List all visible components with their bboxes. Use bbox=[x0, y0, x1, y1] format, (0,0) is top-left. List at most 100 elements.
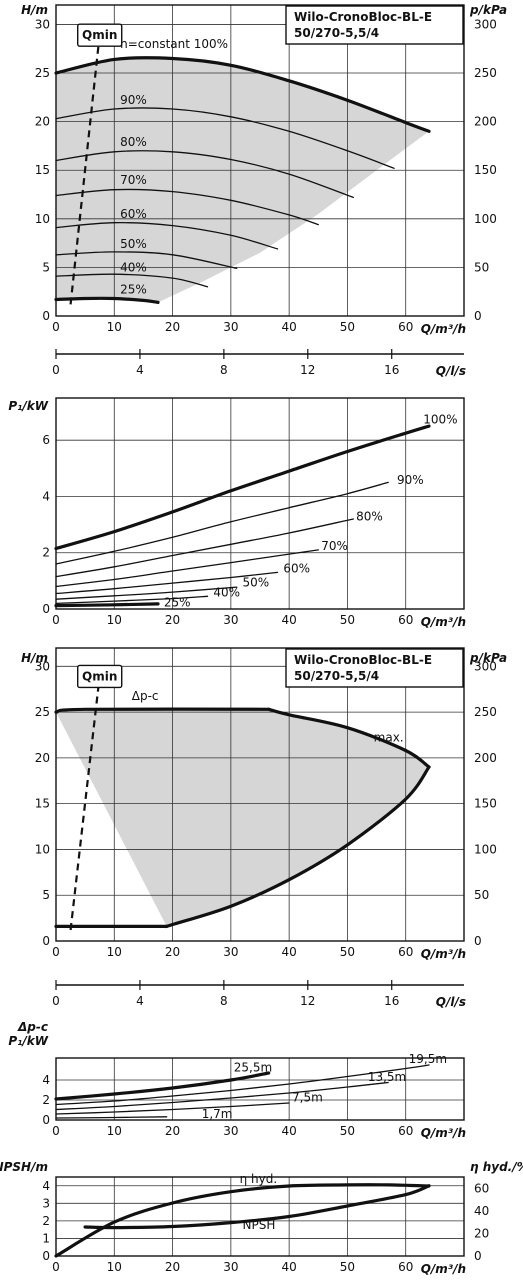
x-axis-label: Q/m³/h bbox=[421, 1126, 466, 1140]
series-label: η hyd. bbox=[240, 1172, 278, 1186]
x-tick-label: 60 bbox=[398, 613, 413, 627]
series-label: 19,5m bbox=[409, 1052, 447, 1066]
y-axis-label: NPSH/m bbox=[0, 1160, 48, 1174]
series-line bbox=[55, 549, 319, 588]
series-line bbox=[83, 1184, 431, 1230]
x-tick-label: 50 bbox=[340, 1260, 355, 1274]
secondary-x-tick-label: 4 bbox=[136, 994, 144, 1008]
qmin-label: Qmin bbox=[82, 669, 117, 683]
x-tick-label: 50 bbox=[340, 320, 355, 334]
series-label: 70% bbox=[120, 173, 147, 187]
y-axis-label: P₁/kW bbox=[8, 399, 48, 413]
secondary-x-tick-label: 16 bbox=[384, 994, 399, 1008]
series-line bbox=[54, 56, 431, 133]
series-label: n=constant 100% bbox=[120, 37, 228, 51]
y-tick-label: 0 bbox=[42, 1249, 50, 1263]
y-tick-label: 5 bbox=[42, 260, 50, 274]
y-right-axis-label: p/kPa bbox=[469, 3, 507, 17]
y-right-tick-label: 0 bbox=[474, 309, 482, 323]
secondary-x-tick-label: 16 bbox=[384, 363, 399, 377]
series-line bbox=[55, 1116, 168, 1119]
x-tick-label: 10 bbox=[107, 320, 122, 334]
x-tick-label: 30 bbox=[223, 1260, 238, 1274]
x-tick-label: 50 bbox=[340, 945, 355, 959]
x-tick-label: 40 bbox=[282, 1124, 297, 1138]
series-line bbox=[54, 602, 160, 608]
y-tick-label: 6 bbox=[42, 433, 50, 447]
y-tick-label: 5 bbox=[42, 888, 50, 902]
x-tick-label: 10 bbox=[107, 945, 122, 959]
series-line bbox=[267, 707, 431, 769]
plot-frame bbox=[55, 1057, 465, 1121]
secondary-x-tick-label: 0 bbox=[52, 363, 60, 377]
x-tick-label: 10 bbox=[107, 1260, 122, 1274]
y-right-tick-label: 150 bbox=[474, 163, 497, 177]
secondary-x-tick-label: 0 bbox=[52, 994, 60, 1008]
x-tick-label: 40 bbox=[282, 1260, 297, 1274]
y-tick-label: 1 bbox=[42, 1231, 50, 1245]
x-tick-label: 60 bbox=[398, 1124, 413, 1138]
plot-frame bbox=[55, 647, 465, 942]
x-axis-label: Q/m³/h bbox=[421, 947, 466, 961]
series-label: 40% bbox=[120, 260, 147, 274]
x-tick-label: 30 bbox=[223, 1124, 238, 1138]
y-tick-label: 3 bbox=[42, 1196, 50, 1210]
y-axis-label: H/m bbox=[21, 3, 48, 17]
y-right-tick-label: 60 bbox=[474, 1181, 489, 1195]
secondary-x-axis-label: Q/l/s bbox=[436, 364, 466, 378]
series-label: 70% bbox=[321, 539, 348, 553]
title-box bbox=[285, 5, 464, 45]
x-tick-label: 0 bbox=[52, 613, 60, 627]
x-tick-label: 0 bbox=[52, 1260, 60, 1274]
y-tick-label: 20 bbox=[35, 751, 50, 765]
series-line bbox=[55, 107, 395, 169]
x-tick-label: 40 bbox=[282, 613, 297, 627]
y-right-tick-label: 300 bbox=[474, 17, 497, 31]
series-line bbox=[55, 222, 279, 250]
y-right-tick-label: 50 bbox=[474, 260, 489, 274]
x-tick-label: 30 bbox=[223, 320, 238, 334]
series-label: 80% bbox=[356, 509, 383, 523]
series-label: 50% bbox=[120, 237, 147, 251]
y-axis-label: Δp-c bbox=[17, 1020, 48, 1034]
series-line bbox=[55, 571, 279, 595]
x-tick-label: 0 bbox=[52, 1124, 60, 1138]
y-tick-label: 25 bbox=[35, 705, 50, 719]
x-tick-label: 40 bbox=[282, 945, 297, 959]
x-tick-label: 20 bbox=[165, 945, 180, 959]
qmin-box bbox=[77, 664, 123, 689]
series-line bbox=[54, 1071, 271, 1101]
title-box bbox=[285, 648, 464, 688]
series-label: 7,5m bbox=[292, 1091, 323, 1105]
series-label: 1,7m bbox=[202, 1107, 233, 1121]
y-right-tick-label: 100 bbox=[474, 212, 497, 226]
chart-title: Wilo-CronoBloc-BL-E bbox=[294, 653, 432, 667]
x-axis-label: Q/m³/h bbox=[421, 1262, 466, 1276]
y-tick-label: 2 bbox=[42, 1214, 50, 1228]
chart-title: 50/270-5,5/4 bbox=[294, 669, 379, 683]
secondary-x-tick-label: 12 bbox=[300, 994, 315, 1008]
qmin-line bbox=[69, 34, 101, 305]
y-tick-label: 0 bbox=[42, 309, 50, 323]
series-label: 60% bbox=[283, 561, 310, 575]
series-line bbox=[55, 595, 209, 605]
x-tick-label: 0 bbox=[52, 945, 60, 959]
x-tick-label: 30 bbox=[223, 945, 238, 959]
series-label: 13,5m bbox=[368, 1070, 406, 1084]
series-label: 40% bbox=[213, 585, 240, 599]
y-tick-label: 30 bbox=[35, 17, 50, 31]
y-right-tick-label: 0 bbox=[474, 934, 482, 948]
secondary-x-tick-label: 8 bbox=[220, 363, 228, 377]
y-right-tick-label: 300 bbox=[474, 659, 497, 673]
y-tick-label: 0 bbox=[42, 934, 50, 948]
series-line bbox=[55, 1102, 290, 1115]
series-line bbox=[55, 1064, 430, 1106]
x-tick-label: 20 bbox=[165, 320, 180, 334]
secondary-x-tick-label: 12 bbox=[300, 363, 315, 377]
y-right-tick-label: 150 bbox=[474, 797, 497, 811]
y-tick-label: 4 bbox=[42, 1179, 50, 1193]
y-tick-label: 0 bbox=[42, 1113, 50, 1127]
series-label: 90% bbox=[120, 93, 147, 107]
y-tick-label: 10 bbox=[35, 212, 50, 226]
x-tick-label: 50 bbox=[340, 1124, 355, 1138]
